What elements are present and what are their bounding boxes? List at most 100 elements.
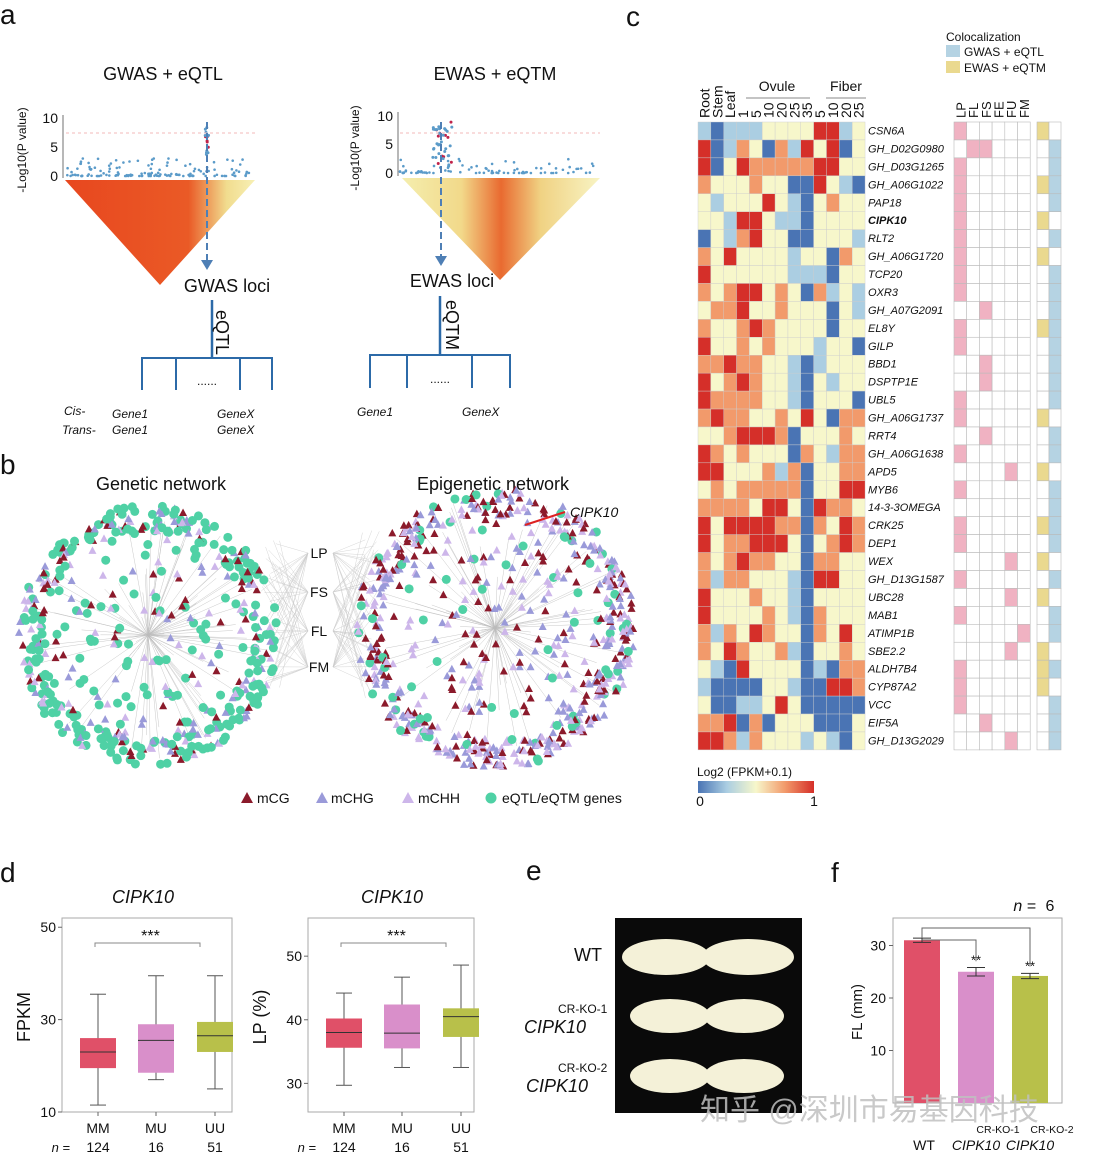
heatmap-cell (800, 193, 814, 212)
gwas-eqtl-cell (1048, 247, 1062, 266)
ewas-eqtm-cell (1036, 265, 1050, 284)
heatmap-cell (710, 444, 724, 464)
heatmap-cell (774, 444, 789, 464)
trait-cell (979, 480, 993, 500)
methylation-node (402, 555, 411, 563)
gwas-eqtl-cell (1048, 283, 1062, 302)
gene-label: PAP18 (868, 197, 902, 209)
network-edge (135, 634, 149, 643)
methylation-node (512, 486, 521, 494)
methylation-node (522, 707, 531, 716)
dmc-point (539, 167, 543, 170)
snp-point (107, 170, 111, 173)
methylation-node (527, 528, 536, 537)
snp-point (238, 163, 242, 166)
cis-genex: GeneX (217, 407, 255, 421)
dmc-point (491, 171, 495, 175)
gene-node (623, 646, 633, 656)
methylation-node (475, 678, 484, 686)
gene-node (187, 645, 197, 655)
methylation-node (38, 608, 47, 617)
methylation-node (475, 682, 484, 690)
ewas-gene1: Gene1 (357, 405, 393, 419)
box-uu (197, 1021, 233, 1052)
methylation-node (500, 618, 509, 626)
methylation-node (627, 599, 636, 607)
heatmap-cell (762, 624, 776, 643)
heatmap-cell (787, 588, 802, 607)
methylation-node (158, 736, 167, 744)
methylation-node (615, 594, 624, 602)
gene-node (113, 504, 123, 514)
heatmap-cell (839, 157, 853, 177)
methylation-node (85, 524, 94, 533)
network-edge (147, 634, 174, 656)
heatmap-column-label: 5 (812, 110, 828, 118)
methylation-node (481, 653, 490, 662)
methylation-node (569, 537, 578, 545)
methylation-node (559, 574, 568, 582)
methylation-node (356, 655, 365, 663)
heatmap-cell (826, 265, 840, 284)
trait-cell (979, 247, 993, 266)
methylation-node (438, 618, 447, 627)
methylation-node (586, 716, 595, 725)
heatmap-cell (774, 516, 789, 535)
gene-node (171, 545, 181, 555)
heatmap-cell (852, 139, 866, 159)
gene-node (21, 615, 31, 625)
heatmap-cell (762, 642, 776, 661)
methylation-node (533, 740, 542, 749)
heatmap-cell (762, 157, 776, 177)
methylation-node (22, 604, 31, 612)
heatmap-cell (749, 426, 763, 446)
heatmap-cell (800, 372, 814, 392)
heatmap-cell (852, 355, 866, 374)
network-edge (332, 630, 373, 651)
gene-label: CSN6A (868, 126, 905, 138)
methylation-node (242, 676, 251, 684)
snp-point (96, 157, 100, 161)
dmc-point (513, 168, 516, 172)
expression-heatmap (697, 121, 866, 751)
heatmap-cell (736, 426, 750, 446)
trait-cell (1017, 498, 1031, 517)
heatmap-cell (749, 319, 763, 338)
snp-point (76, 167, 79, 170)
trait-cell (979, 534, 993, 553)
gwas-eqtl-cell (1048, 265, 1062, 284)
snp-point (191, 174, 195, 178)
methylation-node (478, 738, 487, 746)
trait-cell (1004, 372, 1018, 392)
eqtl-label: eQTL (212, 310, 232, 355)
dmc-point (561, 168, 565, 172)
heatmap-cell (697, 660, 712, 679)
heatmap-cell (762, 247, 776, 266)
methylation-node (35, 620, 44, 629)
trait-node-fs: FS (310, 584, 328, 600)
methylation-node (586, 542, 595, 550)
trait-cell (966, 301, 980, 320)
network-edges (260, 530, 380, 699)
heatmap-column-label: 25 (851, 102, 867, 118)
gene-label: CYP87A2 (868, 682, 916, 694)
snp-point (140, 174, 144, 178)
heatmap-cell (723, 211, 737, 230)
methylation-node (266, 637, 275, 645)
heatmap-cell (813, 390, 827, 410)
panel-b: b Genetic network Epigenetic network LP … (0, 449, 638, 806)
gwas-eqtl-cell (1048, 552, 1062, 571)
trait-cell (966, 426, 980, 446)
heatmap-cell (813, 283, 827, 302)
methylation-node (626, 627, 635, 635)
network-edge (268, 549, 309, 593)
network-edge (332, 546, 374, 554)
heatmap-cell (749, 175, 763, 194)
network-edge (494, 536, 510, 629)
network-edge (478, 627, 496, 647)
trait-cell (991, 390, 1006, 410)
x-tick-label: UU (205, 1120, 225, 1136)
heatmap-cell (839, 390, 853, 410)
methylation-node (359, 611, 368, 620)
gene-node (201, 634, 211, 644)
